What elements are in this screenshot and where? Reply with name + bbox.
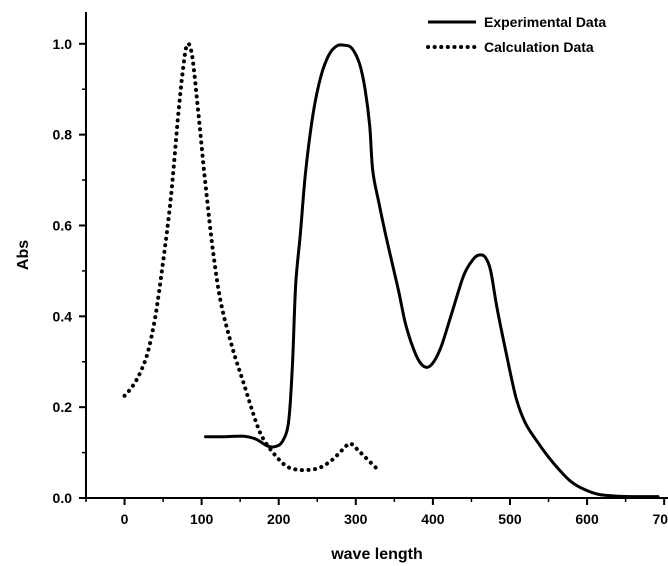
y-tick-label: 0.6 (53, 217, 73, 233)
x-tick-label: 600 (575, 511, 599, 527)
legend-label-experimental: Experimental Data (484, 14, 606, 30)
x-tick-label: 200 (267, 511, 291, 527)
axes-layer: 0 100 200 300 400 500 600 700 0.0 0.2 0.4 0.6 0.8 1.0 (53, 12, 668, 527)
y-axis-title: Abs (15, 240, 32, 270)
x-tick-label: 400 (421, 511, 445, 527)
y-tick-label: 0.2 (53, 399, 73, 415)
x-tick-label: 700 (652, 511, 668, 527)
calculation-data-line (122, 41, 378, 473)
legend: Experimental Data Calculation Data (426, 14, 606, 55)
y-tick-label: 1.0 (53, 36, 73, 52)
legend-label-calculation: Calculation Data (484, 39, 594, 55)
y-tick-label: 0.0 (53, 490, 73, 506)
series-layer (122, 41, 660, 499)
y-tick-label: 0.4 (53, 308, 73, 324)
x-tick-label: 300 (344, 511, 368, 527)
x-tick-label: 500 (498, 511, 522, 527)
x-axis-title: wave length (330, 546, 423, 563)
experimental-data-line (204, 43, 660, 499)
x-tick-label: 100 (190, 511, 214, 527)
x-tick-label: 0 (121, 511, 129, 527)
y-tick-label: 0.8 (53, 127, 73, 143)
